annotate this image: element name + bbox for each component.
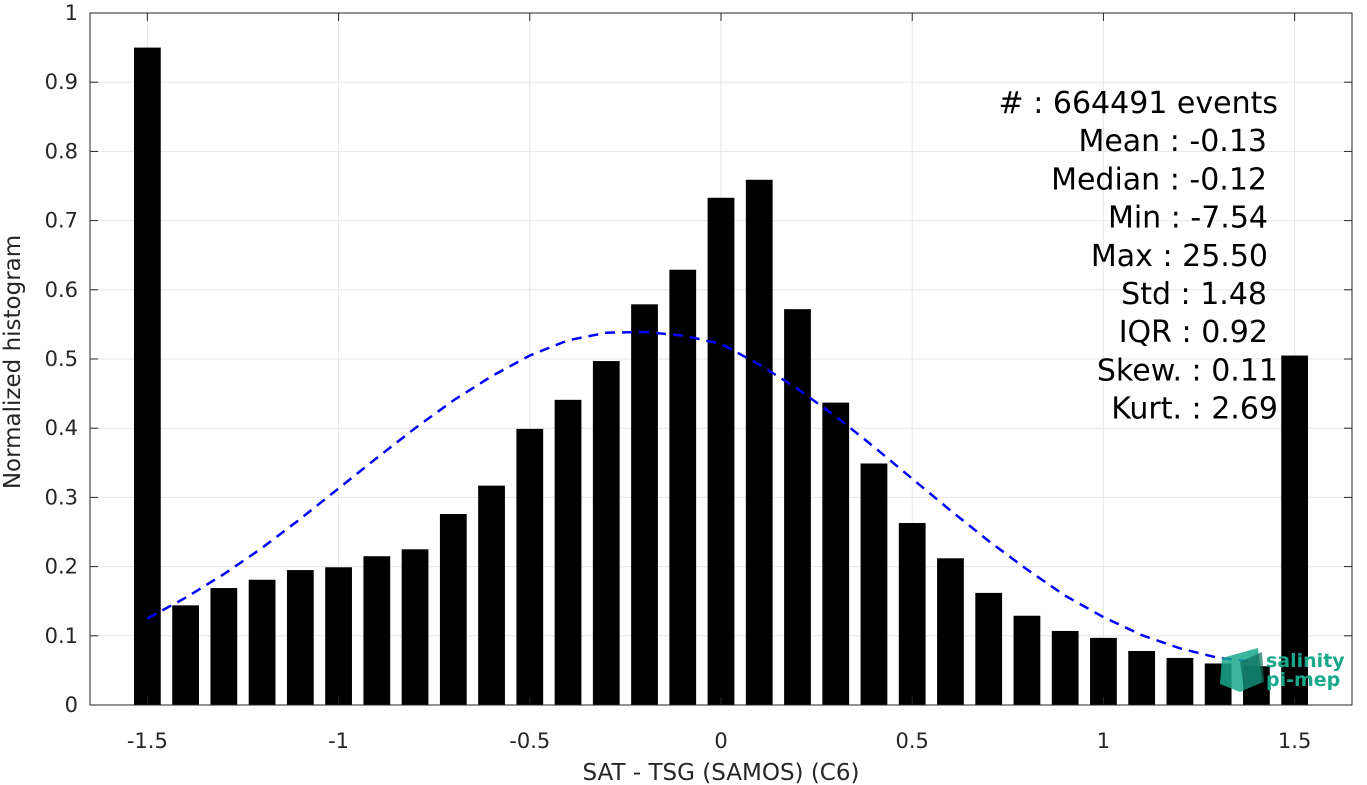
histogram-bar [592,361,620,705]
x-tick-label: -0.5 [509,729,550,753]
stat-line: Mean : -0.13 [1078,124,1267,159]
histogram-bar [401,549,429,705]
histogram-bar [975,592,1003,705]
x-tick-label: 0 [714,729,727,753]
histogram-bar [1128,651,1156,705]
stat-line: Min : -7.54 [1108,201,1268,236]
histogram-bar [516,428,544,705]
histogram-bars [133,47,1309,706]
stat-line: IQR : 0.92 [1119,315,1268,350]
y-tick-label: 0.1 [45,624,78,648]
y-tick-label: 0.9 [45,70,78,94]
histogram-bar [745,179,773,706]
histogram-bar [1013,615,1041,705]
stat-line: # : 664491 events [999,86,1278,121]
histogram-bar [631,304,658,705]
x-tick-label: 0.5 [896,729,929,753]
y-tick-label: 0.3 [45,485,78,509]
logo-line2: pi-mep [1266,669,1340,691]
salinity-pimep-logo: salinity pi-mep [1220,648,1345,692]
x-axis-title: SAT - TSG (SAMOS) (C6) [583,760,860,785]
histogram-bar [1281,355,1309,705]
histogram-bar [478,485,505,705]
histogram-bar [172,605,199,705]
logo-line1: salinity [1266,650,1345,672]
histogram-bar [248,579,276,705]
histogram-bar [784,309,811,705]
y-tick-label: 0.5 [45,347,78,371]
stat-line: Std : 1.48 [1121,277,1267,312]
y-axis-ticks: 0 0.1 0.2 0.3 0.4 0.5 0.6 0.7 0.8 0.9 1 [45,1,1352,717]
stat-line: Skew. : 0.11 [1097,353,1278,388]
y-tick-label: 0.4 [45,416,78,440]
histogram-bar [707,197,735,705]
histogram-bar [1090,637,1117,705]
x-axis-ticks: -1.5 -1 -0.5 0 0.5 1 1.5 [127,13,1311,753]
normal-fit-curve [146,330,1257,664]
histogram-bar [439,514,467,705]
histogram-bar [363,556,391,705]
stat-line: Max : 25.50 [1091,239,1268,274]
histogram-bar [669,269,697,705]
y-tick-label: 1 [65,1,78,25]
y-tick-label: 0.8 [45,139,78,163]
histogram-bar [860,463,888,705]
histogram-bar [1166,657,1194,705]
y-tick-label: 0.6 [45,278,78,302]
y-tick-label: 0.7 [45,209,78,233]
histogram-bar [325,567,352,705]
y-tick-label: 0 [65,693,78,717]
histogram-bar [210,588,238,705]
y-axis-title: Normalized histogram [0,235,26,489]
stat-line: Median : -0.12 [1051,162,1267,197]
stat-line: Kurt. : 2.69 [1111,392,1278,427]
x-tick-label: 1 [1097,729,1110,753]
histogram-bar [554,399,582,705]
histogram-bar [133,47,161,706]
logo-mark-shadow-icon [1240,652,1264,690]
histogram-bar [937,558,964,705]
histogram-bar [898,523,926,705]
x-tick-label: -1 [328,729,349,753]
y-tick-label: 0.2 [45,555,78,579]
histogram-bar [822,402,850,705]
x-tick-label: -1.5 [127,729,168,753]
histogram-bar [1051,630,1079,705]
x-tick-label: 1.5 [1278,729,1311,753]
histogram-bar [286,570,314,705]
